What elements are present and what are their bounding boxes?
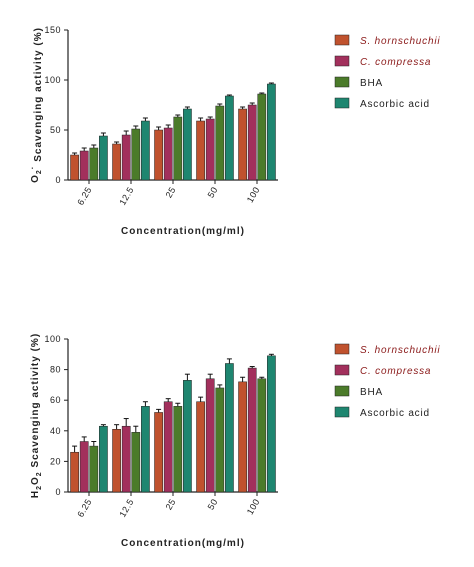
bar: [154, 412, 163, 493]
x-axis-title: Concentration(mg/ml): [121, 538, 245, 549]
legend: S. hornschuchii C. compressa BHA Ascorbic a…: [334, 343, 440, 419]
legend-label: C. compressa: [360, 366, 431, 377]
bar: [183, 380, 192, 493]
legend-swatch: [334, 343, 350, 355]
y-axis-title-part: O: [30, 174, 41, 183]
bar: [173, 406, 183, 493]
bar: [267, 355, 276, 493]
bar: [141, 406, 150, 493]
y-tick-label: 20: [50, 456, 61, 466]
bar: [89, 445, 99, 493]
bar: [112, 143, 121, 181]
x-tick-label: 25: [164, 497, 178, 512]
bar: [267, 83, 276, 181]
legend: S. hornschuchii C. compressa BHA Ascorbic a…: [334, 34, 440, 110]
legend-label: Ascorbic acid: [360, 99, 430, 110]
y-tick-label: 0: [55, 487, 61, 497]
y-tick-label: 100: [44, 75, 61, 85]
y-tick-label: 150: [44, 25, 61, 35]
bar: [238, 381, 247, 493]
legend-swatch: [334, 385, 350, 397]
bar: [205, 118, 215, 181]
bar: [247, 104, 257, 181]
legend-swatch: [334, 76, 350, 88]
legend-label: BHA: [360, 78, 383, 89]
legend-label: Ascorbic acid: [360, 408, 430, 419]
bar: [121, 425, 131, 493]
bar: [196, 120, 205, 181]
x-tick-label: 50: [206, 497, 220, 512]
bar: [257, 378, 267, 493]
bar: [141, 120, 150, 181]
y-tick-label: 100: [44, 334, 61, 344]
y-tick-label: 50: [50, 125, 61, 135]
y-axis-title-part: ·: [28, 166, 37, 170]
legend-label: BHA: [360, 387, 383, 398]
bar: [225, 95, 234, 181]
legend-swatch: [334, 55, 350, 67]
legend-label: S. hornschuchii: [360, 36, 440, 47]
bar: [79, 150, 89, 181]
bar: [112, 429, 121, 493]
bar: [225, 363, 234, 493]
legend-label: C. compressa: [360, 57, 431, 68]
bar: [205, 378, 215, 493]
y-tick-label: 40: [50, 426, 61, 436]
bar: [131, 432, 141, 493]
bar: [173, 116, 183, 181]
bar: [247, 367, 257, 493]
y-axis-title-part: 2: [36, 471, 43, 476]
bar: [196, 401, 205, 493]
y-axis-title-part: 2: [36, 485, 43, 490]
y-axis-title-part: H: [30, 490, 41, 498]
bar: [70, 154, 79, 181]
y-axis-title-part: Scavenging activity (%): [33, 27, 44, 165]
y-axis-title-part: 2: [36, 169, 43, 174]
legend-label: S. hornschuchii: [360, 345, 440, 356]
bar: [257, 93, 267, 181]
legend-swatch: [334, 364, 350, 376]
bar: [99, 135, 108, 181]
y-axis-title-part: O: [30, 476, 41, 485]
bar: [121, 134, 131, 181]
x-tick-label: 50: [206, 185, 220, 200]
bar: [99, 425, 108, 493]
x-axis-title: Concentration(mg/ml): [121, 226, 245, 237]
y-axis-title: H2O2 Scavenging activity (%): [30, 333, 43, 498]
bar: [163, 401, 173, 493]
bar: [131, 128, 141, 181]
bar: [183, 108, 192, 181]
legend-swatch: [334, 34, 350, 46]
bar: [215, 105, 225, 181]
y-tick-label: 80: [50, 365, 61, 375]
bar: [70, 451, 79, 493]
y-tick-label: 60: [50, 395, 61, 405]
bar: [79, 441, 89, 493]
legend-swatch: [334, 97, 350, 109]
y-axis-title: O2· Scavenging activity (%): [28, 27, 44, 183]
y-axis-title-part: Scavenging activity (%): [30, 333, 41, 471]
bar: [89, 147, 99, 181]
bar: [238, 108, 247, 181]
y-tick-label: 0: [55, 175, 61, 185]
bar: [154, 129, 163, 181]
bar: [215, 387, 225, 493]
x-tick-label: 25: [164, 185, 178, 200]
legend-swatch: [334, 406, 350, 418]
bar: [163, 127, 173, 181]
